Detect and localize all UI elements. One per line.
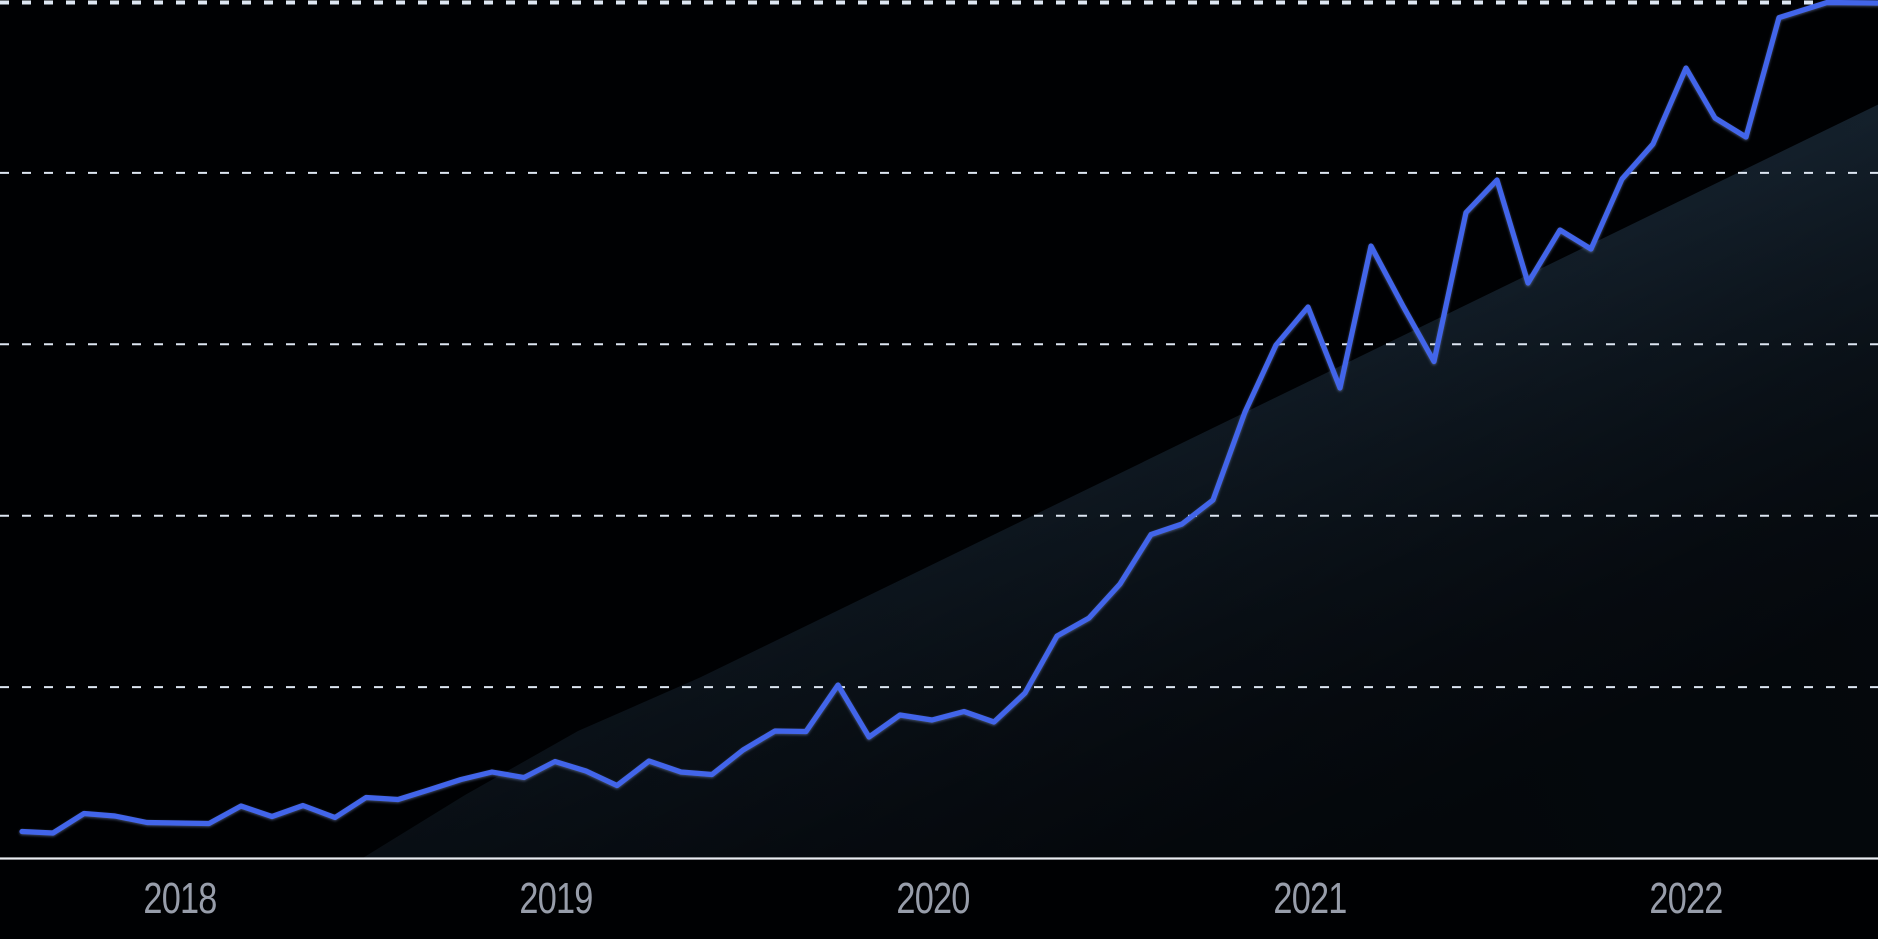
svg-text:2018: 2018 (143, 874, 216, 923)
svg-text:2021: 2021 (1273, 874, 1346, 923)
svg-text:2019: 2019 (519, 874, 592, 923)
svg-text:2020: 2020 (896, 874, 969, 923)
svg-text:2022: 2022 (1649, 874, 1722, 923)
